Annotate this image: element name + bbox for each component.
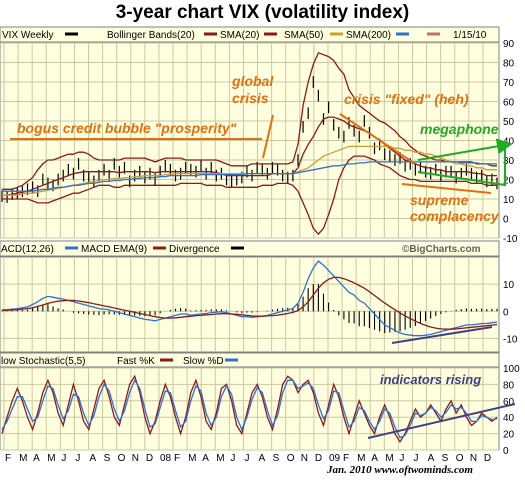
x-tick-label: M <box>385 453 393 464</box>
stochastic-y-tick-label: 80 <box>503 380 515 391</box>
legend-divergence: Divergence <box>169 244 220 255</box>
x-tick-label: M <box>19 453 27 464</box>
annotation-complacency: complacency <box>410 208 500 224</box>
legend-sma200: SMA(200) <box>346 30 391 41</box>
macd-y-tick-label: -10 <box>503 334 518 345</box>
legend-slow-d: Slow %D <box>183 356 224 367</box>
price-y-tick-label: 0 <box>503 215 509 226</box>
x-tick-label: J <box>413 453 418 464</box>
series-line-macd-12-26- <box>1 260 498 337</box>
stochastic-y-tick-label: 60 <box>503 397 515 408</box>
price-y-tick-label: -10 <box>503 234 518 245</box>
x-tick-label: M <box>357 453 365 464</box>
x-tick-label: O <box>118 453 126 464</box>
x-tick-label: J <box>230 453 235 464</box>
bigcharts-credit: ©BigCharts.com <box>402 244 481 255</box>
x-tick-label: D <box>146 453 153 464</box>
x-tick-label: S <box>104 453 111 464</box>
series-line-sma-200- <box>2 161 497 192</box>
annotation-megaphone: megaphone <box>420 121 499 137</box>
legend-date: 1/15/10 <box>453 30 487 41</box>
price-legend: VIX Weekly Bollinger Bands(20) SMA(20) S… <box>0 26 500 43</box>
price-y-tick-label: 70 <box>503 78 515 89</box>
x-tick-label: F <box>174 453 180 464</box>
series-line-bollinger-upper <box>2 51 497 190</box>
chart-title: 3-year chart VIX (volatility index) <box>115 2 410 23</box>
x-tick-label: D <box>484 453 491 464</box>
stochastic-y-tick-label: 20 <box>503 430 515 441</box>
macd-legend: ACD(12,26) MACD EMA(9) Divergence ©BigCh… <box>0 240 500 257</box>
price-y-tick-label: 10 <box>503 195 515 206</box>
series-line-slow-d <box>1 378 498 439</box>
macd-y-tick-label: 0 <box>503 307 509 318</box>
x-tick-label: F <box>5 453 11 464</box>
x-tick-label: F <box>343 453 349 464</box>
x-tick-label: S <box>273 453 280 464</box>
legend-macd-ema: MACD EMA(9) <box>81 244 147 255</box>
annotation-fixed: crisis "fixed" (heh) <box>344 91 469 107</box>
x-tick-label: M <box>188 453 196 464</box>
x-tick-label: A <box>371 453 378 464</box>
x-tick-label: J <box>244 453 249 464</box>
price-y-tick-label: 60 <box>503 98 515 109</box>
x-tick-label: J <box>75 453 80 464</box>
series-line-bollinger-lower <box>2 155 497 236</box>
x-tick-label: A <box>90 453 97 464</box>
legend-bollinger: Bollinger Bands(20) <box>107 30 195 41</box>
legend-vix-weekly: VIX Weekly <box>2 30 54 41</box>
legend-sma50: SMA(50) <box>284 30 323 41</box>
x-tick-label: S <box>442 453 449 464</box>
price-y-tick-label: 20 <box>503 176 515 187</box>
series-line-sma-20- <box>2 116 497 196</box>
x-tick-label: 09 <box>329 453 341 464</box>
footer-credit: Jan. 2010 www.oftwominds.com <box>327 464 473 476</box>
annotation-supreme: supreme <box>410 192 469 208</box>
legend-fast-k: Fast %K <box>117 356 155 367</box>
price-y-tick-label: 50 <box>503 117 515 128</box>
x-tick-label: N <box>301 453 308 464</box>
stochastic-y-tick-label: 100 <box>503 364 520 375</box>
x-tick-label: O <box>456 453 464 464</box>
series-line-macd-ema-9- <box>1 276 498 330</box>
annotation-crisis: crisis <box>232 90 269 106</box>
series-line-fast-k <box>1 374 498 444</box>
annotation-global: global <box>231 73 274 89</box>
stoch-legend: low Stochastic(5,5) Fast %K Slow %D <box>0 352 500 368</box>
stochastic-y-tick-label: 40 <box>503 413 515 424</box>
price-y-tick-label: 90 <box>503 39 515 50</box>
x-tick-label: A <box>202 453 209 464</box>
price-y-tick-label: 80 <box>503 59 515 70</box>
series-layer <box>1 51 498 444</box>
annotation-indicators: indicators rising <box>380 372 481 387</box>
annotations: bogus credit bubble "prosperity" global … <box>10 73 516 439</box>
x-tick-label: J <box>399 453 404 464</box>
x-tick-label: M <box>47 453 55 464</box>
price-y-tick-label: 30 <box>503 156 515 167</box>
x-tick-label: A <box>428 453 435 464</box>
x-tick-label: 08 <box>160 453 172 464</box>
legend-macd: ACD(12,26) <box>1 244 54 255</box>
macd-y-tick-label: 10 <box>503 280 515 291</box>
legend-stochastic: low Stochastic(5,5) <box>1 356 85 367</box>
x-tick-label: A <box>259 453 266 464</box>
x-tick-label: A <box>33 453 40 464</box>
annotation-bubble: bogus credit bubble "prosperity" <box>17 120 237 136</box>
x-tick-label: N <box>470 453 477 464</box>
x-tick-label: D <box>315 453 322 464</box>
x-tick-label: O <box>287 453 295 464</box>
x-tick-label: N <box>132 453 139 464</box>
x-tick-label: J <box>61 453 66 464</box>
legend-sma20: SMA(20) <box>220 30 259 41</box>
x-tick-label: M <box>216 453 224 464</box>
stochastic-y-tick-label: 0 <box>503 446 509 457</box>
